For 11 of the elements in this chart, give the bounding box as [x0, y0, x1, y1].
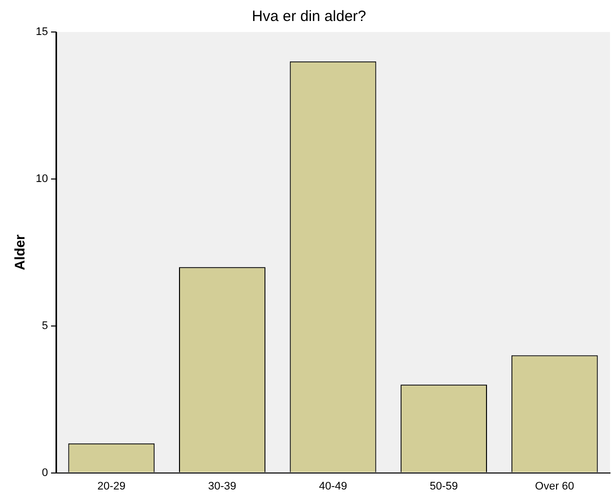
chart-title: Hva er din alder? [252, 8, 366, 26]
x-tick-label: 20-29 [97, 480, 126, 492]
y-tick-label: 0 [42, 466, 48, 479]
y-tick-label: 10 [36, 172, 48, 185]
x-tick-label: 40-49 [318, 480, 348, 492]
y-tick-label: 5 [42, 320, 48, 332]
x-tick-label: Over 60 [535, 480, 574, 492]
x-tick-label: 50-59 [430, 480, 458, 492]
y-axis-title: Alder [11, 234, 28, 270]
y-tick-label: 15 [36, 26, 48, 38]
x-tick-label: 30-39 [208, 480, 236, 492]
